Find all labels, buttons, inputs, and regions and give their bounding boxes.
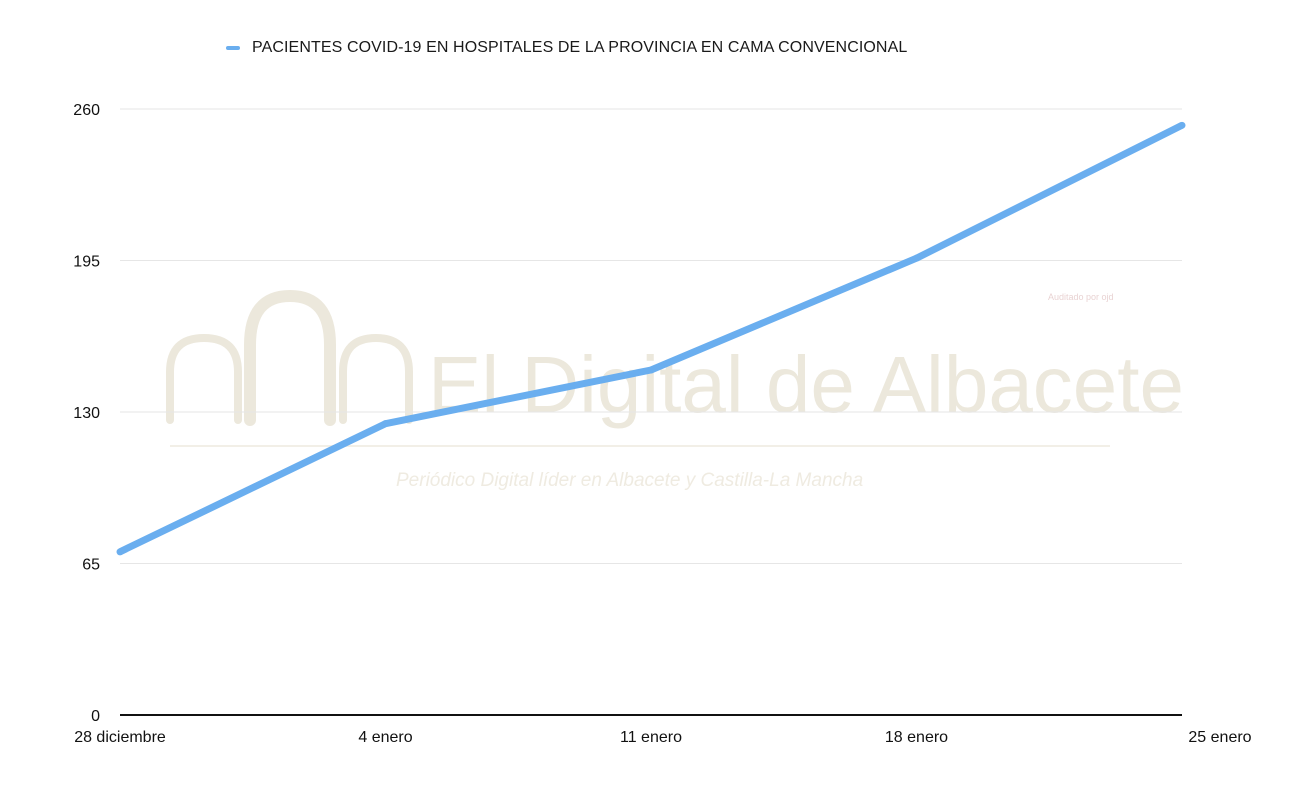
x-axis: 28 diciembre 4 enero 11 enero 18 enero 25 en… (74, 714, 1252, 746)
data-point (913, 254, 920, 262)
data-point (382, 420, 389, 428)
y-tick-label: 195 (73, 254, 100, 271)
x-tick-label: 11 enero (620, 729, 682, 746)
x-tick-label: 28 diciembre (74, 729, 166, 746)
y-tick-label: 130 (73, 405, 100, 422)
data-point (647, 366, 655, 374)
legend-swatch (226, 46, 240, 50)
watermark-audit: Auditado por ojd (1048, 292, 1114, 302)
y-tick-label: 0 (91, 708, 100, 725)
y-axis: 0 65 130 195 260 (73, 102, 100, 725)
data-point (1178, 121, 1186, 129)
legend: PACIENTES COVID-19 EN HOSPITALES DE LA P… (226, 36, 907, 60)
series-group (116, 121, 1186, 556)
data-point (116, 548, 124, 556)
watermark-subtitle: Periódico Digital líder en Albacete y Ca… (396, 470, 863, 491)
y-tick-label: 260 (73, 102, 100, 119)
watermark-logo-icon (166, 289, 413, 426)
x-tick-label: 25 enero (1188, 729, 1251, 746)
x-tick-label: 4 enero (358, 729, 412, 746)
watermark-title: El Digital de Albacete (428, 340, 1184, 429)
watermark: El Digital de Albacete Periódico Digital… (166, 289, 1184, 491)
x-tick-label: 18 enero (885, 729, 948, 746)
y-tick-label: 65 (82, 557, 100, 574)
gridlines (120, 108, 1182, 564)
legend-label: PACIENTES COVID-19 EN HOSPITALES DE LA P… (252, 39, 908, 56)
